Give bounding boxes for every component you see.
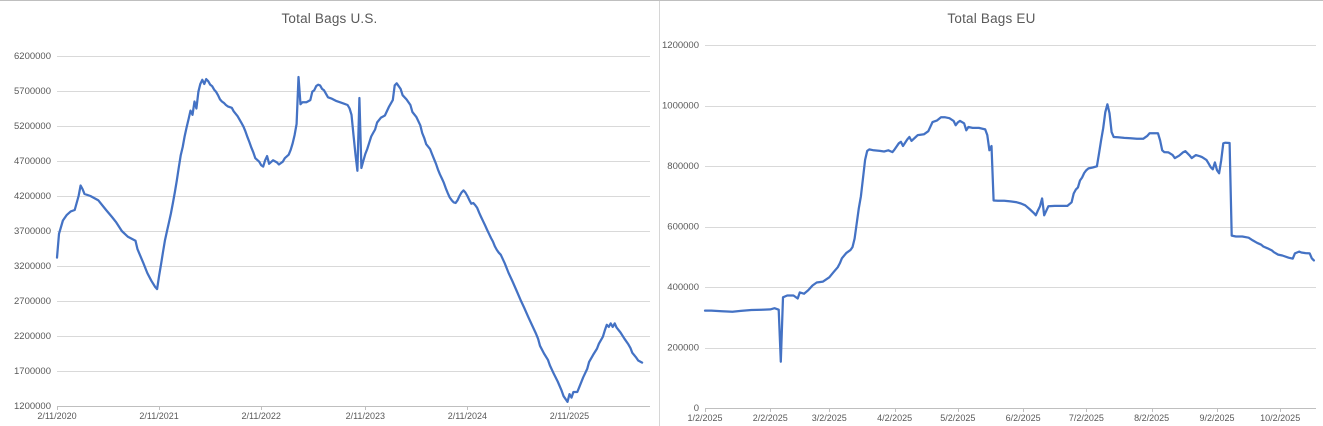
y-axis-tick-label: 5200000 [14,121,51,132]
x-axis-tick-label: 2/11/2025 [550,411,589,421]
x-axis-tick-label: 2/11/2022 [242,411,281,421]
x-axis-tick-label: 3/2/2025 [812,413,847,423]
x-axis-tick-label: 2/11/2023 [346,411,385,421]
data-series-line [703,103,1316,363]
eu-chart-plot: 0 200000 400000 600000 800000 1000000 1200000 1… [662,40,1316,423]
chart-panel-total-bags-eu: 0 200000 400000 600000 800000 1000000 1200000 1… [659,1,1323,426]
x-axis-tick-label: 7/2/2025 [1069,413,1104,423]
x-axis-tick-label: 2/2/2025 [753,413,788,423]
x-axis-tick-label: 6/2/2025 [1006,413,1041,423]
x-axis-tick-label: 9/2/2025 [1199,413,1234,423]
x-axis-tick-label: 4/2/2025 [877,413,912,423]
y-axis-tick-label: 200000 [667,343,699,354]
y-axis-tick-label: 4200000 [14,191,51,202]
y-axis-tick-label: 2700000 [14,296,51,307]
data-series-line [55,75,644,403]
x-axis-tick-label: 2/11/2020 [37,411,76,421]
y-axis-tick-label: 600000 [667,222,699,233]
y-axis-tick-label: 1200000 [14,401,51,412]
chart-title-us: Total Bags U.S. [281,11,378,26]
y-axis-tick-label: 5700000 [14,86,51,97]
x-axis-tick-label: 1/2/2025 [687,413,722,423]
y-axis-tick-label: 4700000 [14,156,51,167]
chart-panel-total-bags-us: 1200000 1700000 2200000 2700000 3200000 37000… [0,1,659,426]
x-axis-tick-label: 2/11/2024 [448,411,487,421]
x-axis-tick-label: 10/2/2025 [1260,413,1300,423]
chart-title-eu: Total Bags EU [947,11,1036,26]
y-axis-tick-label: 0 [694,403,699,414]
y-axis-tick-label: 400000 [667,282,699,293]
y-axis-tick-label: 3700000 [14,226,51,237]
y-axis-tick-label: 1700000 [14,366,51,377]
us-chart-plot: 1200000 1700000 2200000 2700000 3200000 37000… [14,51,650,421]
x-axis-tick-label: 2/11/2021 [139,411,178,421]
y-axis-tick-label: 3200000 [14,261,51,272]
y-axis-tick-label: 2200000 [14,331,51,342]
x-axis-tick-label: 5/2/2025 [940,413,975,423]
y-axis-tick-label: 1200000 [662,40,699,51]
y-axis-tick-label: 800000 [667,161,699,172]
y-axis-tick-label: 1000000 [662,101,699,112]
x-axis-tick-label: 8/2/2025 [1134,413,1169,423]
y-axis-tick-label: 6200000 [14,51,51,62]
